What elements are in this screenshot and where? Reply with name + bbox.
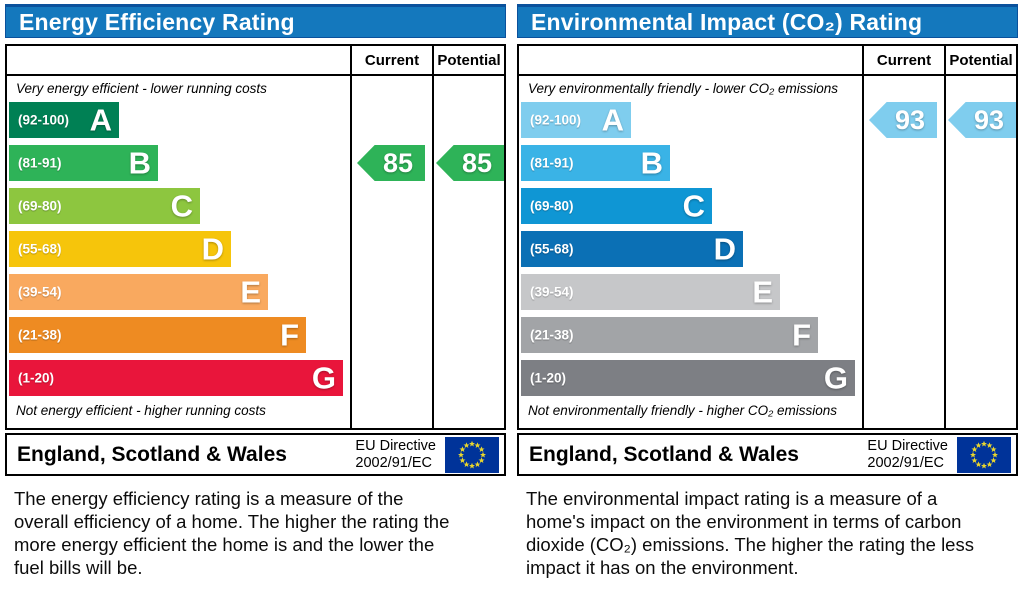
band-letter: F <box>280 317 299 353</box>
co2-band-a: (92-100) A <box>521 102 631 138</box>
energy-band-d: (55-68) D <box>9 231 231 267</box>
band-range-label: (1-20) <box>18 370 55 386</box>
eu-directive-line1: EU Directive <box>355 438 436 454</box>
band-range-label: (39-54) <box>530 284 574 300</box>
eu-directive-line2: 2002/91/EC <box>355 454 433 471</box>
band-letter: E <box>752 274 773 310</box>
co2-band-d: (55-68) D <box>521 231 743 267</box>
energy-potential-value: 85 <box>461 147 493 178</box>
eu-flag-icon <box>957 436 1011 473</box>
energy-rating-table: Current Potential Very energy efficient … <box>5 44 506 430</box>
co2-top-note: Very environmentally friendly - lower CO… <box>528 81 838 96</box>
band-range-label: (55-68) <box>530 241 574 257</box>
co2-potential-value: 93 <box>973 104 1005 135</box>
column-divider <box>862 46 864 428</box>
band-range-label: (1-20) <box>530 370 567 386</box>
band-range-label: (21-38) <box>530 327 574 343</box>
co2-current-value: 93 <box>894 104 926 135</box>
band-range-label: (92-100) <box>530 112 582 128</box>
co2-band-c: (69-80) C <box>521 188 712 224</box>
co2-title: Environmental Impact (CO₂) Rating <box>531 8 923 35</box>
band-letter: D <box>713 231 736 267</box>
column-divider <box>350 46 352 428</box>
co2-potential-arrow: 93 <box>948 102 1016 138</box>
eu-directive-label: EU Directive 2002/91/EC <box>867 438 948 471</box>
energy-footer: England, Scotland & Wales EU Directive 2… <box>5 433 506 476</box>
energy-band-c: (69-80) C <box>9 188 200 224</box>
table-header-row: Current Potential <box>7 46 504 76</box>
environmental-impact-panel: Environmental Impact (CO₂) Rating Curren… <box>517 4 1018 598</box>
epc-rating-page: Energy Efficiency Rating Current Potenti… <box>5 4 1018 578</box>
energy-band-e: (39-54) E <box>9 274 268 310</box>
energy-band-f: (21-38) F <box>9 317 306 353</box>
eu-directive-label: EU Directive 2002/91/EC <box>355 438 436 471</box>
band-letter: B <box>128 145 151 181</box>
energy-current-arrow: 85 <box>357 145 425 181</box>
region-label: England, Scotland & Wales <box>17 442 287 466</box>
energy-efficiency-panel: Energy Efficiency Rating Current Potenti… <box>5 4 506 598</box>
energy-top-note: Very energy efficient - lower running co… <box>16 81 267 96</box>
region-label: England, Scotland & Wales <box>529 442 799 466</box>
co2-description: The environmental impact rating is a mea… <box>526 488 974 578</box>
band-letter: E <box>240 274 261 310</box>
eu-directive-line2: 2002/91/EC <box>867 454 945 471</box>
band-range-label: (92-100) <box>18 112 70 128</box>
energy-title-bar: Energy Efficiency Rating <box>5 4 506 38</box>
band-letter: D <box>201 231 224 267</box>
column-divider <box>944 46 946 428</box>
energy-title: Energy Efficiency Rating <box>19 8 295 35</box>
band-range-label: (81-91) <box>18 155 62 171</box>
eu-flag-icon <box>445 436 499 473</box>
potential-column-header: Potential <box>437 51 501 69</box>
co2-band-g: (1-20) G <box>521 360 855 396</box>
band-letter: C <box>682 188 705 224</box>
band-range-label: (21-38) <box>18 327 62 343</box>
co2-band-b: (81-91) B <box>521 145 670 181</box>
energy-band-b: (81-91) B <box>9 145 158 181</box>
co2-title-bar: Environmental Impact (CO₂) Rating <box>517 4 1018 38</box>
band-letter: F <box>792 317 811 353</box>
energy-current-value: 85 <box>382 147 414 178</box>
energy-band-a: (92-100) A <box>9 102 119 138</box>
co2-current-arrow: 93 <box>869 102 937 138</box>
band-letter: C <box>170 188 193 224</box>
band-letter: G <box>823 360 848 396</box>
band-range-label: (69-80) <box>18 198 62 214</box>
band-letter: A <box>601 102 624 138</box>
energy-potential-arrow: 85 <box>436 145 504 181</box>
current-column-header: Current <box>876 51 932 69</box>
band-letter: G <box>311 360 336 396</box>
current-column-header: Current <box>364 51 420 69</box>
band-range-label: (39-54) <box>18 284 62 300</box>
band-range-label: (55-68) <box>18 241 62 257</box>
band-range-label: (69-80) <box>530 198 574 214</box>
energy-description: The energy efficiency rating is a measur… <box>14 488 450 578</box>
potential-column-header: Potential <box>949 51 1013 69</box>
energy-band-g: (1-20) G <box>9 360 343 396</box>
table-header-row: Current Potential <box>519 46 1016 76</box>
column-divider <box>432 46 434 428</box>
co2-band-e: (39-54) E <box>521 274 780 310</box>
energy-bottom-note: Not energy efficient - higher running co… <box>16 403 266 418</box>
band-letter: A <box>89 102 112 138</box>
eu-directive-line1: EU Directive <box>867 438 948 454</box>
co2-band-f: (21-38) F <box>521 317 818 353</box>
co2-bottom-note: Not environmentally friendly - higher CO… <box>528 403 838 418</box>
co2-footer: England, Scotland & Wales EU Directive 2… <box>517 433 1018 476</box>
band-letter: B <box>640 145 663 181</box>
band-range-label: (81-91) <box>530 155 574 171</box>
co2-rating-table: Current Potential Very environmentally f… <box>517 44 1018 430</box>
